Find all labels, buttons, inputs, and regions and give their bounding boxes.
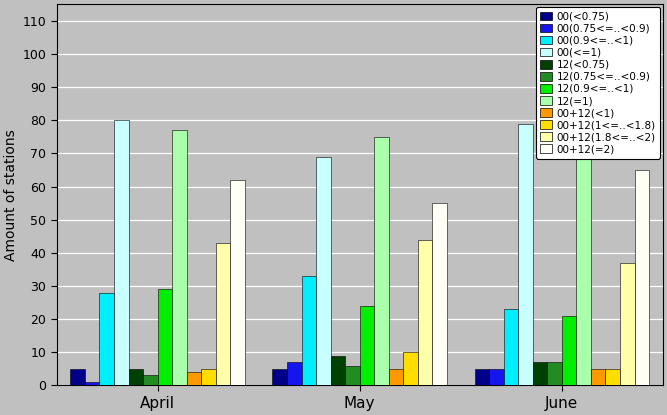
Bar [331,356,346,386]
Bar [504,309,518,386]
Bar [360,306,374,386]
Bar [562,316,576,386]
Bar [187,372,201,386]
Bar [157,289,172,386]
Bar [301,276,316,386]
Bar [432,203,447,386]
Legend: 00(<0.75), 00(0.75<=..<0.9), 00(0.9<=..<1), 00(<=1), 12(<0.75), 12(0.75<=..<0.9): 00(<0.75), 00(0.75<=..<0.9), 00(0.9<=..<… [536,7,660,159]
Bar [533,362,547,386]
Bar [272,369,287,386]
Bar [634,170,649,386]
Bar [576,124,591,386]
Bar [404,352,418,386]
Bar [374,137,389,386]
Bar [85,382,99,386]
Bar [70,369,85,386]
Bar [316,157,331,386]
Bar [143,376,157,386]
Bar [99,293,114,386]
Bar [216,243,230,386]
Bar [346,366,360,386]
Bar [474,369,489,386]
Bar [418,239,432,386]
Bar [389,369,404,386]
Bar [114,120,129,386]
Bar [620,263,634,386]
Bar [201,369,216,386]
Bar [129,369,143,386]
Bar [606,369,620,386]
Bar [518,124,533,386]
Bar [287,362,301,386]
Bar [547,362,562,386]
Bar [591,369,606,386]
Bar [172,130,187,386]
Bar [489,369,504,386]
Y-axis label: Amount of stations: Amount of stations [4,129,18,261]
Bar [230,180,245,386]
